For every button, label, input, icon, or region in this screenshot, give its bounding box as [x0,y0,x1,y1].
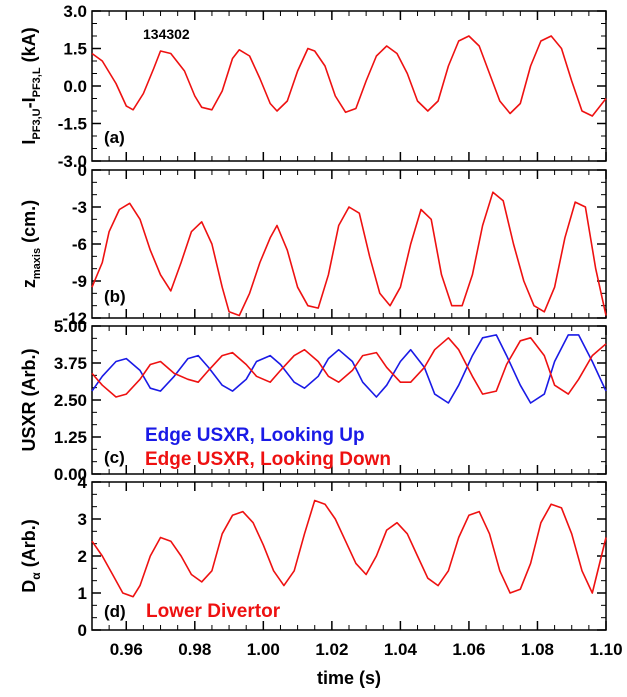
panel-d-xtickmarks [91,482,607,630]
y-tick-label: 0.00 [54,465,87,484]
y-tick-label: 2 [78,547,87,566]
panel-a-label: (a) [104,128,125,147]
series-line-1-0 [91,191,607,317]
y-tick-label: -6 [72,235,87,254]
panel-c-label: (c) [104,448,125,467]
panel-a-ylabel: IPF3,U-IPF3,L (kA) [19,27,43,144]
panel-d-ylabel: Dα (Arb.) [19,519,43,592]
y-tick-label: 4 [78,473,88,492]
panel-b-xtickmarks [91,170,607,318]
y-tick-label: 1.25 [54,428,87,447]
y-tick-label: -3 [72,198,87,217]
y-tick-label: -1.5 [58,115,87,134]
x-tick-labels: 0.96 0.98 1.00 1.02 1.04 1.06 1.08 1.10 [110,640,623,659]
legend-entry-looking-down: Edge USXR, Looking Down [145,449,391,470]
x-tick-label: 1.04 [384,640,418,659]
y-tick-label: 3.0 [63,2,87,21]
panel-d-ylabel-sub1: α [29,572,43,580]
y-tick-label: -12 [62,309,87,328]
panel-a-series [91,35,607,117]
y-tick-label: -3.0 [58,152,87,171]
panel-b: 0 -3 -6 -9 -12 (b) zmaxis (cm.) [19,161,607,328]
panel-b-series [91,191,607,317]
panel-c-ylabel: USXR (Arb.) [19,348,39,451]
y-tick-label: 0 [78,161,87,180]
x-tick-label: 0.98 [178,640,211,659]
panel-a-xtickmarks [91,11,607,161]
x-tick-label: 1.10 [589,640,622,659]
panel-d-ylabel-unit: (Arb.) [19,519,39,572]
y-tick-label: 0.0 [63,77,87,96]
y-tick-label: 0 [78,621,87,640]
panel-a-ylabel-sub1: PF3,U [31,108,43,139]
x-tick-label: 0.96 [110,640,143,659]
y-tick-label: 3 [78,510,87,529]
y-tick-label: -9 [72,272,87,291]
x-tick-label: 1.02 [315,640,348,659]
panel-d-yticks: 4 3 2 1 0 [78,473,606,640]
panel-a-ylabel-sub2: PF3,L [31,67,43,97]
panel-a: 3.0 1.5 0.0 -1.5 -3.0 134302 (a) IPF3,U-IPF3… [19,2,607,171]
y-tick-label: 3.75 [54,354,87,373]
panel-c-yticks: 5.00 3.75 2.50 1.25 0.00 [54,317,606,484]
legend-entry-looking-up: Edge USXR, Looking Up [145,425,365,446]
panel-b-yticks: 0 -3 -6 -9 -12 [62,161,606,328]
panel-d-ylabel-main: D [19,580,39,593]
shot-label: 134302 [143,26,190,42]
series-line-2-1 [91,337,607,398]
y-tick-label: 2.50 [54,391,87,410]
x-tick-label: 1.00 [247,640,280,659]
y-tick-label: 1.5 [63,40,87,59]
x-tick-label: 1.06 [452,640,485,659]
panel-b-label: (b) [104,287,126,306]
y-tick-label: 5.00 [54,317,87,336]
panel-c-series [91,334,607,404]
panel-b-ylabel-sub1: maxis [31,248,43,279]
panel-b-ylabel-unit: (cm.) [19,200,39,248]
x-tick-label: 1.08 [521,640,554,659]
series-line-0-0 [91,35,607,117]
panel-d-series [91,499,607,598]
series-line-2-0 [91,334,607,404]
panel-b-ylabel: zmaxis (cm.) [19,200,43,288]
panel-a-ylabel-main: I [19,140,39,145]
panel-d-label: (d) [104,602,126,621]
panel-b-ylabel-main: z [19,279,39,288]
lower-divertor-annotation: Lower Divertor [146,601,281,622]
x-axis-label: time (s) [317,668,381,688]
panel-c: 5.00 3.75 2.50 1.25 0.00 Edge USXR, Looking … [19,317,607,484]
y-tick-label: 1 [78,584,87,603]
series-line-3-0 [91,499,607,598]
panel-b-frame [91,169,607,319]
panel-a-ylabel-unit: (kA) [19,27,39,67]
panel-a-ylabel-mid: -I [19,97,39,108]
panel-a-yticks: 3.0 1.5 0.0 -1.5 -3.0 [58,2,606,171]
panel-c-xtickmarks [91,326,607,474]
